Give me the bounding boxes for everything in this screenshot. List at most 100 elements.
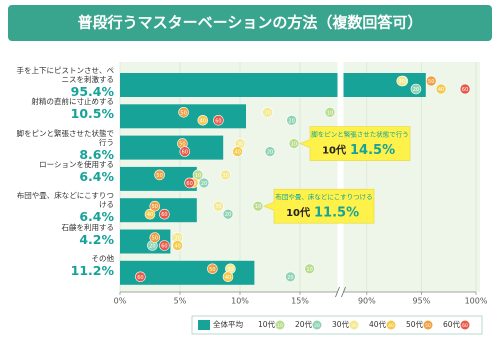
dot bbox=[220, 169, 231, 181]
dot-label: 30 bbox=[227, 267, 233, 273]
dot bbox=[222, 208, 234, 220]
legend-dot bbox=[423, 320, 433, 330]
dot bbox=[304, 263, 315, 275]
bar bbox=[120, 198, 197, 223]
dot-label: 20 bbox=[267, 150, 273, 156]
dot bbox=[184, 177, 195, 189]
legend-swatch bbox=[198, 320, 210, 330]
age-marker: 30 bbox=[262, 107, 273, 118]
x-tick-label: 100% bbox=[465, 297, 488, 306]
age-marker: 50 bbox=[425, 75, 437, 87]
dot-label: 30 bbox=[399, 79, 405, 85]
dot-label: 60 bbox=[186, 181, 192, 187]
callout-box bbox=[263, 188, 375, 224]
dot-label: 60 bbox=[215, 118, 221, 124]
dot bbox=[144, 208, 156, 220]
dot bbox=[159, 240, 170, 251]
dot-label: 50 bbox=[152, 204, 158, 210]
legend-dot bbox=[386, 320, 396, 330]
age-marker: 50 bbox=[178, 107, 189, 118]
x-tick-label: 10% bbox=[231, 297, 249, 306]
dot bbox=[159, 208, 170, 220]
age-marker: 20 bbox=[222, 208, 234, 220]
dot bbox=[154, 169, 165, 181]
age-marker: 20 bbox=[286, 115, 297, 126]
x-tick-label: 5% bbox=[174, 297, 187, 306]
dot bbox=[149, 232, 161, 243]
category-name: 射精の直前に寸止めする bbox=[31, 97, 115, 107]
legend-dot bbox=[460, 320, 470, 330]
age-marker: 20 bbox=[264, 146, 276, 157]
legend-dot-label: 30 bbox=[351, 323, 357, 329]
age-marker: 10 bbox=[324, 107, 336, 118]
dot bbox=[207, 263, 218, 275]
age-marker: 60 bbox=[159, 240, 170, 251]
axis-break-gap bbox=[337, 62, 344, 296]
category-name: 手を上下にピストンさせ、ペニスを刺激する bbox=[16, 66, 115, 84]
dot bbox=[252, 200, 264, 212]
category-name: 布団や畳、床などにこすりつける bbox=[16, 191, 114, 210]
dot-label: 10 bbox=[306, 267, 312, 273]
legend-label: 30代 bbox=[332, 319, 350, 329]
legend-dot bbox=[349, 320, 359, 330]
callout-group: 10代 bbox=[322, 144, 346, 157]
dot bbox=[179, 146, 191, 157]
age-marker: 50 bbox=[149, 200, 161, 212]
age-marker: 20 bbox=[147, 240, 158, 251]
dot bbox=[435, 83, 447, 95]
category-name: 脚をピンと緊張させた状態で行う bbox=[16, 128, 115, 147]
x-tick-label: 95% bbox=[413, 297, 431, 306]
age-marker: 40 bbox=[435, 83, 447, 95]
dot-label: 10 bbox=[195, 173, 201, 179]
bar bbox=[120, 135, 224, 160]
x-tick-label: 15% bbox=[291, 297, 309, 306]
dot bbox=[178, 107, 189, 118]
legend-label: 60代 bbox=[443, 319, 461, 329]
dot-label: 50 bbox=[209, 267, 215, 273]
dot-label: 60 bbox=[462, 87, 468, 93]
legend-dot-label: 10 bbox=[277, 323, 283, 329]
dot-label: 50 bbox=[152, 236, 158, 242]
category-label: 石鹸を利用する 4.2% bbox=[4, 222, 115, 247]
axis-break-mark bbox=[341, 286, 346, 298]
callout-value: 11.5% bbox=[314, 206, 359, 221]
x-tick-label: 90% bbox=[358, 297, 376, 306]
category-name: 石鹸を利用する bbox=[61, 222, 115, 232]
dot-label: 20 bbox=[149, 244, 155, 250]
dot-label: 40 bbox=[225, 275, 231, 281]
legend-dot bbox=[312, 320, 322, 330]
dot-label: 40 bbox=[174, 244, 180, 250]
dot-label: 30 bbox=[215, 204, 221, 210]
age-marker: 40 bbox=[144, 208, 156, 220]
age-marker: 10 bbox=[288, 138, 300, 149]
dot bbox=[198, 177, 210, 189]
dot-label: 20 bbox=[225, 212, 231, 218]
header-band bbox=[8, 5, 492, 41]
callout-box bbox=[299, 126, 411, 161]
dot bbox=[135, 271, 146, 283]
category-name: ローションを使用する bbox=[39, 159, 114, 169]
dot-label: 30 bbox=[237, 142, 243, 148]
age-marker: 20 bbox=[410, 83, 422, 95]
age-marker: 60 bbox=[159, 208, 170, 220]
category-label: ローションを使用する 6.4% bbox=[4, 160, 114, 184]
legend-dot-label: 40 bbox=[388, 323, 394, 329]
value-label: 8.6% bbox=[79, 146, 114, 162]
dot-label: 20 bbox=[201, 181, 207, 187]
callout-value: 14.5% bbox=[350, 143, 395, 158]
dot bbox=[213, 200, 224, 212]
age-marker: 50 bbox=[149, 232, 161, 243]
legend-box bbox=[191, 315, 483, 335]
dot bbox=[262, 107, 273, 118]
dot-label: 60 bbox=[137, 275, 143, 281]
callout-title: 脚をピンと緊張させた状態で行う bbox=[311, 130, 409, 139]
legend-dot-label: 60 bbox=[462, 323, 468, 329]
value-label: 4.2% bbox=[79, 231, 114, 247]
dot-label: 40 bbox=[147, 212, 153, 218]
axis-break-mark bbox=[335, 286, 340, 298]
dot bbox=[285, 271, 296, 283]
dot-label: 30 bbox=[174, 236, 180, 242]
callout-group: 10代 bbox=[286, 206, 310, 219]
